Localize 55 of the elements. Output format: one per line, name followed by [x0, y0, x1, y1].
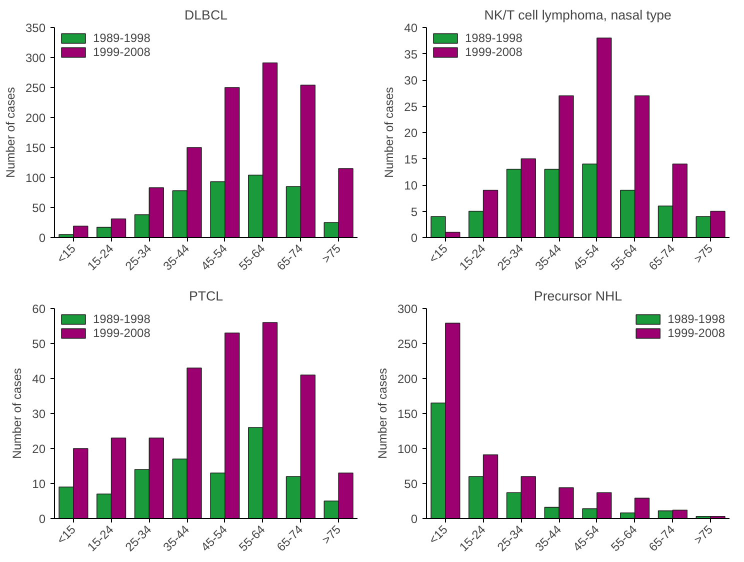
y-tick-label: 0: [410, 231, 418, 245]
y-tick-label: 150: [25, 141, 46, 155]
x-tick-label: <15: [426, 522, 451, 547]
x-tick-label: <15: [54, 241, 79, 266]
y-tick-label: 250: [25, 81, 46, 95]
y-tick-label: 350: [25, 21, 46, 35]
y-tick-label: 150: [397, 407, 418, 421]
y-tick-label: 15: [404, 152, 418, 166]
y-tick-label: 10: [32, 477, 46, 491]
legend-label: 1999-2008: [93, 45, 150, 59]
chart-title: PTCL: [188, 288, 224, 304]
x-tick-label: >75: [691, 241, 716, 266]
legend-label: 1989-1998: [93, 312, 150, 326]
x-tick-label: <15: [426, 241, 451, 266]
y-tick-label: 35: [404, 47, 418, 62]
y-tick-label: 0: [410, 512, 418, 526]
y-tick-label: 25: [404, 100, 418, 114]
y-tick-label: 20: [32, 442, 46, 456]
y-tick-label: 300: [397, 302, 418, 316]
legend-label: 1989-1998: [668, 312, 725, 326]
y-tick-label: 50: [32, 201, 46, 215]
y-tick-label: 10: [404, 178, 418, 192]
y-axis-title: Number of cases: [382, 87, 396, 178]
x-tick-label: >75: [319, 522, 344, 547]
y-tick-label: 40: [404, 21, 418, 35]
y-tick-label: 250: [397, 337, 418, 351]
y-tick-label: 200: [397, 372, 418, 386]
y-tick-label: 40: [32, 372, 46, 386]
legend-label: 1989-1998: [465, 31, 522, 45]
y-tick-label: 0: [38, 231, 46, 245]
y-tick-label: 30: [32, 407, 46, 421]
chart-title: NK/T cell lymphoma, nasal type: [484, 8, 672, 22]
y-tick-label: 20: [404, 126, 418, 140]
y-tick-label: 30: [404, 74, 418, 88]
x-tick-label: >75: [691, 522, 716, 547]
legend-label: 1999-2008: [668, 326, 725, 340]
y-tick-label: 60: [32, 302, 46, 316]
legend-label: 1999-2008: [465, 45, 522, 59]
y-tick-label: 5: [410, 204, 418, 219]
y-tick-label: 50: [32, 337, 46, 351]
x-tick-label: <15: [54, 522, 79, 547]
y-tick-label: 0: [38, 512, 46, 526]
legend-label: 1999-2008: [93, 326, 150, 340]
chart-title: DLBCL: [184, 8, 228, 22]
y-tick-label: 300: [25, 51, 46, 65]
chart-title: Precursor NHL: [534, 288, 622, 304]
y-axis-title: Number of cases: [375, 368, 390, 459]
x-tick-label: >75: [319, 241, 344, 266]
y-tick-label: 100: [397, 442, 418, 456]
y-tick-label: 200: [25, 111, 46, 125]
legend-label: 1989-1998: [93, 31, 150, 45]
y-axis-title: Number of cases: [10, 368, 24, 459]
y-tick-label: 50: [404, 477, 418, 491]
y-axis-title: Number of cases: [3, 87, 18, 178]
y-tick-label: 100: [25, 171, 46, 185]
